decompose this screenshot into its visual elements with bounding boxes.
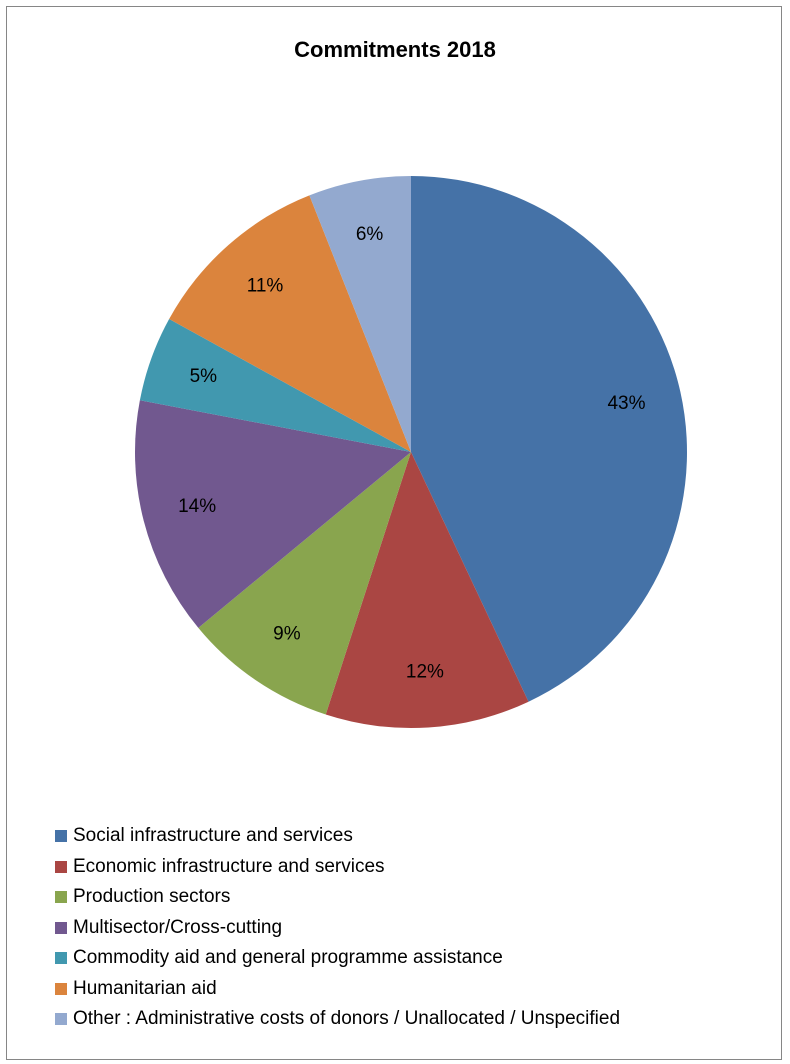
legend-item: Commodity aid and general programme assi… bbox=[55, 943, 620, 974]
pie-slice-other-administrative-costs-of-donors-unallocated-unspecified bbox=[309, 176, 411, 452]
pie-slice-production-sectors bbox=[198, 452, 411, 715]
data-label: 43% bbox=[607, 393, 645, 414]
legend-label: Multisector/Cross-cutting bbox=[73, 916, 283, 938]
pie-slice-commodity-aid-and-general-programme-assistance bbox=[139, 319, 411, 452]
legend-item: Economic infrastructure and services bbox=[55, 852, 620, 883]
legend-label: Economic infrastructure and services bbox=[73, 855, 385, 877]
legend-label: Production sectors bbox=[73, 886, 231, 908]
legend-swatch bbox=[55, 830, 67, 843]
pie-slice-humanitarian-aid bbox=[169, 195, 411, 452]
data-label: 6% bbox=[356, 224, 384, 245]
chart-frame: Commitments 2018 43% 12% 9% 14% 5% 11% 6% Soci… bbox=[6, 6, 782, 1060]
chart-title: Commitments 2018 bbox=[294, 37, 496, 62]
data-label: 9% bbox=[273, 624, 301, 645]
legend-item: Other : Administrative costs of donors /… bbox=[55, 1004, 620, 1035]
chart-legend: Social infrastructure and services Econom… bbox=[55, 821, 620, 1035]
pie-chart: 43% 12% 9% 14% 5% 11% 6% bbox=[135, 176, 688, 728]
legend-swatch bbox=[55, 891, 67, 904]
pie-slice-multisector-cross-cutting bbox=[135, 400, 411, 628]
data-label: 5% bbox=[190, 366, 218, 387]
pie-slice-social-infrastructure-and-services bbox=[411, 176, 688, 702]
legend-swatch bbox=[55, 952, 67, 965]
legend-swatch bbox=[55, 982, 67, 995]
legend-item: Humanitarian aid bbox=[55, 974, 620, 1005]
legend-item: Production sectors bbox=[55, 882, 620, 913]
legend-item: Social infrastructure and services bbox=[55, 821, 620, 852]
legend-item: Multisector/Cross-cutting bbox=[55, 913, 620, 944]
legend-label: Humanitarian aid bbox=[73, 977, 217, 999]
legend-label: Commodity aid and general programme assi… bbox=[73, 947, 503, 969]
data-label: 14% bbox=[178, 496, 216, 517]
legend-swatch bbox=[55, 921, 67, 934]
legend-swatch bbox=[55, 1013, 67, 1026]
legend-swatch bbox=[55, 860, 67, 873]
pie-slice-economic-infrastructure-and-services bbox=[325, 452, 529, 728]
legend-label: Social infrastructure and services bbox=[73, 825, 353, 847]
data-label: 12% bbox=[406, 661, 444, 682]
data-label: 11% bbox=[247, 275, 284, 296]
legend-label: Other : Administrative costs of donors /… bbox=[73, 1008, 621, 1030]
